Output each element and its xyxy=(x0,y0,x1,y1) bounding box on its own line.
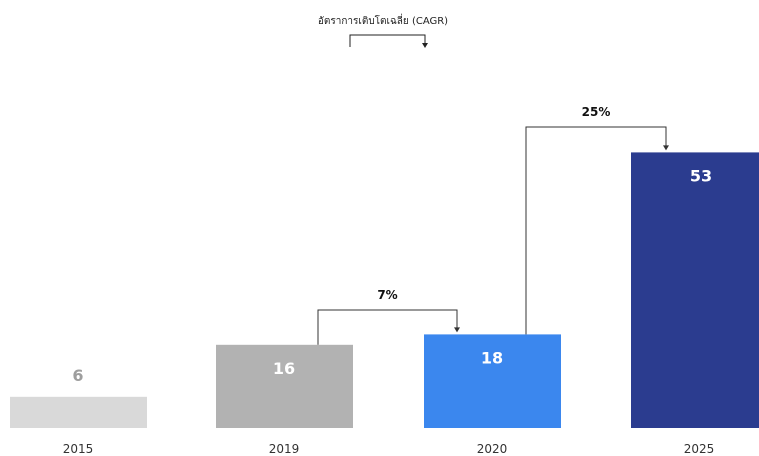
value-label-2015: 6 xyxy=(72,366,83,385)
cagr-arrowhead-icon xyxy=(663,145,669,151)
cagr-connector-2019-2020 xyxy=(317,309,458,345)
legend-label: อัตราการเติบโตเฉลี่ย (CAGR) xyxy=(318,13,448,27)
cagr-label-2020-2025: 25% xyxy=(582,105,611,119)
value-label-2019: 16 xyxy=(273,359,295,378)
bar-2015 xyxy=(10,396,147,428)
cagr-annotations: 7% 25% xyxy=(317,105,669,345)
bar-2019 xyxy=(216,344,353,428)
legend: อัตราการเติบโตเฉลี่ย (CAGR) xyxy=(318,13,448,48)
bar-2020 xyxy=(424,334,561,428)
cagr-label-2019-2020: 7% xyxy=(377,288,397,302)
tick-label-2025: 2025 xyxy=(684,442,715,456)
legend-bracket-icon xyxy=(349,34,426,47)
value-label-2020: 18 xyxy=(481,348,503,367)
tick-label-2019: 2019 xyxy=(269,442,300,456)
tick-label-2015: 2015 xyxy=(63,442,94,456)
cagr-arrowhead-icon xyxy=(454,327,460,333)
legend-arrowhead-icon xyxy=(422,43,428,48)
bar-2025 xyxy=(631,152,759,428)
cagr-connector-2020-2025 xyxy=(525,126,667,335)
tick-label-2020: 2020 xyxy=(477,442,508,456)
bars: 6 2015 16 2019 18 2020 53 2025 xyxy=(10,152,759,456)
value-label-2025: 53 xyxy=(690,166,712,185)
